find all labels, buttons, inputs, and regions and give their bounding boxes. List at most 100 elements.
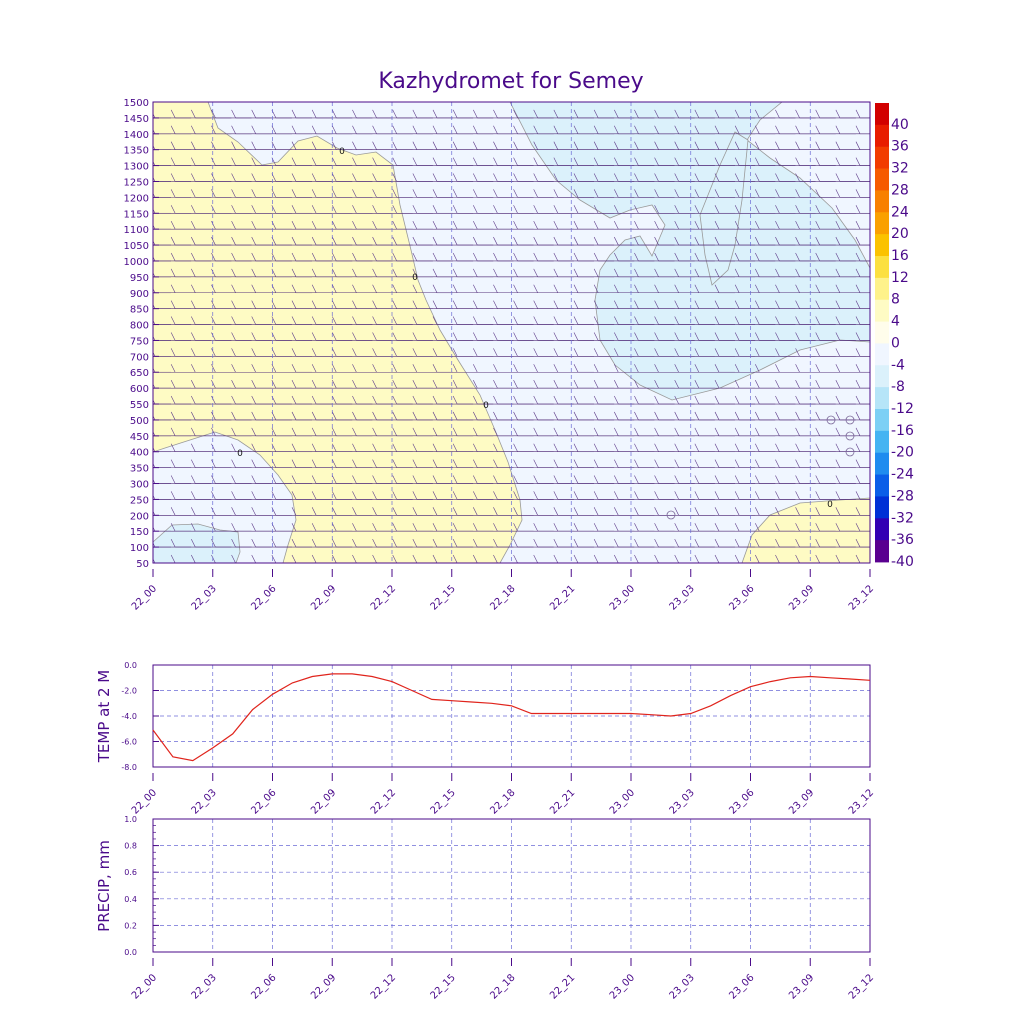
wind-barb-flag	[634, 538, 639, 548]
wind-barb-flag	[714, 252, 720, 262]
wind-barb-flag	[573, 284, 579, 293]
wind-barb-flag	[251, 109, 256, 119]
wind-barb-flag	[332, 523, 337, 532]
wind-barb-flag	[452, 189, 458, 198]
wind-barb-flag	[231, 491, 236, 500]
wind-barb-flag	[372, 491, 377, 500]
colorbar-label: 36	[891, 139, 909, 155]
wind-barb-flag	[392, 554, 397, 563]
wind-barb-flag	[211, 189, 216, 198]
wind-barb-flag	[493, 268, 498, 277]
wind-barb-flag	[372, 443, 377, 452]
wind-barb-flag	[573, 157, 579, 166]
wind-barb-flag	[815, 221, 820, 230]
wind-barb-flag	[835, 380, 841, 389]
wind-barb-flag	[153, 288, 156, 293]
wind-barb-flag	[191, 252, 196, 262]
wind-barb-flag	[432, 221, 438, 230]
wind-barb-flag	[436, 102, 437, 103]
y-tick-label: 450	[130, 432, 149, 443]
wind-barb-flag	[432, 395, 438, 405]
wind-barb-flag	[513, 236, 518, 246]
wind-barb-flag	[153, 208, 156, 214]
wind-barb-flag	[412, 507, 418, 516]
wind-barb-flag	[654, 427, 659, 436]
wind-barb-flag	[855, 554, 861, 563]
y-tick-label: 0.2	[124, 921, 137, 930]
wind-barb-flag	[835, 236, 841, 246]
y-tick-label: 1.0	[124, 815, 137, 824]
wind-barb-flag	[755, 173, 760, 182]
wind-barb-flag	[473, 141, 478, 150]
wind-barb-flag	[352, 491, 357, 500]
wind-barb-flag	[332, 205, 337, 214]
wind-barb-flag	[815, 300, 820, 309]
wind-barb-flag	[291, 411, 297, 421]
wind-barb-flag	[795, 173, 800, 182]
wind-barb-flag	[513, 268, 518, 277]
wind-barb-flag	[654, 268, 659, 277]
wind-barb-flag	[412, 268, 418, 277]
y-tick-label: -4.0	[121, 712, 137, 721]
wind-barb-flag	[597, 102, 599, 103]
wind-barb-flag	[573, 332, 579, 341]
wind-barb-flag	[211, 252, 216, 262]
wind-barb-flag	[553, 459, 559, 468]
y-tick-label: -8.0	[121, 763, 137, 772]
wind-barb-flag	[291, 141, 297, 150]
wind-barb-flag	[352, 348, 357, 357]
wind-barb-flag	[533, 443, 538, 452]
wind-barb-flag	[153, 145, 156, 150]
wind-barb-flag	[775, 395, 780, 405]
wind-barb-flag	[795, 538, 800, 548]
wind-barb-flag	[311, 221, 317, 230]
wind-barb-flag	[231, 236, 236, 246]
x-tick-label: 22_09	[309, 787, 338, 816]
colorbar-label: 0	[891, 335, 900, 351]
contour-label: 0	[827, 500, 833, 510]
wind-barb-flag	[674, 348, 679, 357]
wind-barb-flag	[513, 252, 518, 262]
x-tick-label: 22_12	[369, 583, 398, 612]
wind-barb-flag	[352, 332, 357, 341]
wind-barb-flag	[170, 236, 176, 246]
wind-barb-flag	[291, 364, 297, 373]
chart-title: Kazhydromet for Semey	[378, 69, 643, 94]
wind-barb-flag	[553, 475, 559, 484]
wind-barb-flag	[775, 554, 780, 563]
wind-barb-flag	[473, 491, 478, 500]
wind-barb-flag	[835, 332, 841, 341]
wind-barb-flag	[372, 348, 377, 357]
wind-barb-flag	[553, 348, 559, 357]
wind-barb-flag	[372, 554, 377, 563]
wind-barb-flag	[452, 507, 458, 516]
wind-barb-flag	[734, 395, 740, 405]
wind-barb-flag	[654, 141, 659, 150]
wind-barb-flag	[775, 141, 780, 150]
wind-barb-flag	[170, 252, 176, 262]
temperature-panel: 0.0 -2.0 -4.0 -6.0 -8.0 22_00 22_03 22_06 22_09…	[95, 661, 876, 817]
wind-barb-flag	[432, 157, 438, 166]
wind-barb-flag	[533, 348, 538, 357]
wind-barb-flag	[614, 443, 619, 452]
wind-barb-flag	[714, 554, 720, 563]
wind-barb-flag	[170, 427, 176, 436]
wind-barb-flag	[593, 189, 599, 198]
wind-barb-flag	[211, 284, 216, 293]
wind-barb-flag	[654, 538, 659, 548]
wind-barb-flag	[634, 157, 639, 166]
wind-barb-flag	[215, 102, 216, 103]
wind-barb-flag	[332, 125, 337, 134]
wind-barb-flag	[694, 348, 700, 357]
wind-barb-flag	[432, 411, 438, 421]
wind-barb-flag	[153, 272, 156, 277]
wind-barb-flag	[513, 475, 518, 484]
wind-barb-flag	[170, 284, 176, 293]
precip-x-ticks: 22_00 22_03 22_06 22_09 22_12 22_15 22_18 22_21…	[130, 958, 876, 1002]
wind-barb-flag	[191, 109, 196, 119]
wind-barb-flag	[392, 236, 397, 246]
y-tick-label: -2.0	[121, 687, 137, 696]
wind-barb-flag	[855, 348, 861, 357]
y-tick-label: 1450	[124, 114, 149, 125]
wind-barb-flag	[153, 526, 156, 532]
